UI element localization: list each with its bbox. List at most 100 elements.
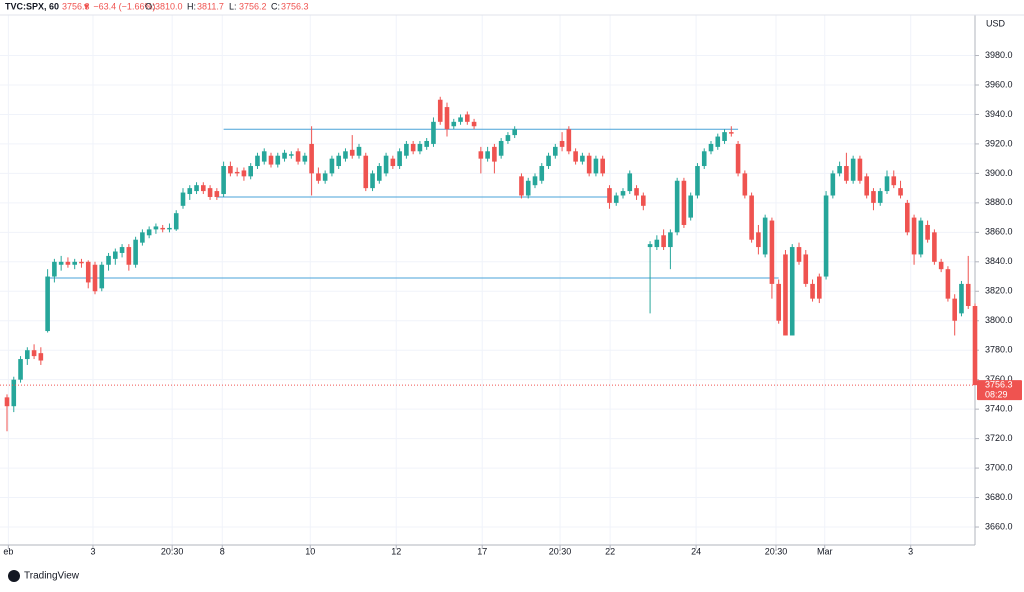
candle-body: [661, 235, 666, 248]
ohlc-key: O:: [145, 1, 155, 11]
candle-body: [383, 155, 389, 174]
y-tick-label: 3840.0: [985, 256, 1013, 266]
candle-body: [119, 247, 125, 253]
candle-body: [282, 152, 287, 159]
candle-body: [336, 155, 341, 167]
candle-body: [241, 170, 247, 177]
candle-body: [553, 146, 558, 156]
candle-body: [607, 188, 612, 203]
candle-body: [485, 151, 490, 159]
candle-body: [322, 173, 328, 181]
candle-body: [187, 188, 193, 195]
candle-body: [830, 173, 836, 196]
x-tick-label: 24: [691, 546, 701, 556]
y-tick-label: 3980.0: [985, 50, 1013, 60]
candle-body: [918, 220, 924, 255]
candle-body: [864, 176, 869, 196]
candle-body: [505, 135, 511, 141]
x-tick-label: 3: [90, 546, 95, 556]
candle-body: [444, 107, 450, 130]
candle-body: [180, 192, 186, 206]
brand: TradingView: [24, 571, 80, 582]
candle-body: [390, 158, 396, 167]
candle-body: [512, 129, 517, 136]
candle-body: [194, 185, 199, 192]
candle-body: [356, 146, 362, 156]
y-tick-label: 3880.0: [985, 197, 1013, 207]
candle-body: [586, 155, 592, 174]
y-tick-label: 3760.0: [985, 374, 1013, 384]
candle-body: [972, 306, 978, 386]
y-tick-label: 3720.0: [985, 433, 1013, 443]
candle-body: [106, 255, 111, 265]
last-price-box: [977, 380, 1022, 401]
candle-body: [613, 195, 619, 203]
candle-body: [532, 176, 538, 186]
change: ▼ −63.4 (−1.66%): [82, 1, 155, 11]
candle-body: [316, 173, 321, 181]
candle-body: [729, 132, 734, 134]
candle-body: [18, 359, 23, 380]
candle-body: [647, 244, 653, 248]
candle-body: [65, 261, 71, 265]
candle-body: [566, 129, 572, 152]
x-tick-label: 3: [908, 546, 913, 556]
candle-body: [911, 217, 917, 255]
candle-body: [546, 155, 551, 167]
x-tick-label: Mar: [817, 546, 833, 556]
candle-body: [228, 166, 233, 174]
candle-body: [160, 227, 165, 230]
candle-body: [641, 195, 646, 206]
candle-body: [905, 202, 910, 233]
candle-body: [255, 155, 260, 167]
candle-body: [573, 151, 578, 162]
candle-body: [708, 143, 714, 152]
y-tick-label: 3960.0: [985, 79, 1013, 89]
candle-body: [796, 247, 802, 262]
brand-logo: [8, 570, 20, 582]
candle-body: [498, 140, 504, 156]
candle-body: [113, 251, 118, 259]
y-tick-label: 3740.0: [985, 404, 1013, 414]
candle-body: [207, 188, 213, 197]
candle-body: [268, 155, 274, 165]
candle-body: [925, 224, 930, 240]
candle-body: [783, 254, 788, 336]
candle-body: [742, 173, 748, 196]
candle-body: [31, 350, 37, 357]
candle-body: [952, 298, 957, 321]
candle-body: [627, 173, 633, 192]
candle-body: [167, 227, 172, 230]
candle-body: [410, 143, 416, 152]
candle-body: [891, 176, 897, 186]
x-tick-label: 22: [605, 546, 615, 556]
y-tick-label: 3800.0: [985, 315, 1013, 325]
candle-body: [492, 146, 497, 162]
candle-body: [295, 151, 301, 162]
candle-body: [688, 195, 693, 218]
candle-body: [343, 151, 348, 159]
candle-body: [4, 397, 10, 407]
candle-body: [417, 143, 423, 152]
candle-body: [701, 151, 707, 167]
x-tick-label: 20:30: [765, 546, 788, 556]
candle-body: [580, 155, 585, 162]
candle-body: [559, 140, 565, 147]
candle-body: [261, 151, 267, 162]
candle-body: [600, 158, 605, 174]
ohlc-value: 3810.0: [155, 1, 183, 11]
last-price: 3756.3: [62, 1, 90, 11]
candle-body: [817, 276, 822, 299]
candle-body: [234, 171, 240, 174]
candle-body: [173, 213, 179, 230]
candle-body: [248, 166, 253, 177]
candle-body: [762, 217, 768, 255]
candle-body: [478, 151, 484, 159]
candle-body: [938, 261, 944, 270]
candle-body: [525, 180, 531, 196]
candle-body: [140, 232, 145, 243]
candle-body: [756, 232, 761, 248]
y-tick-label: 3660.0: [985, 521, 1013, 531]
candle-body: [959, 283, 964, 314]
